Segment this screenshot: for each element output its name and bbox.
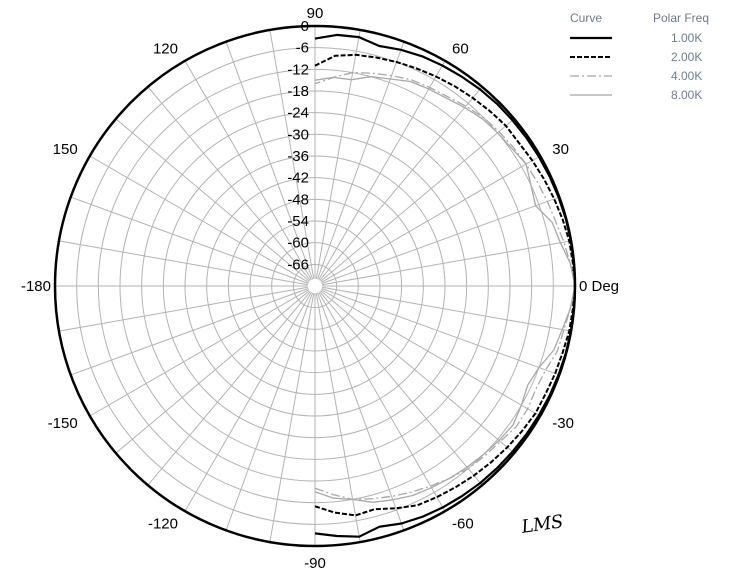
angle-tick-label: -150 — [48, 415, 78, 432]
radial-tick-label: -30 — [287, 126, 309, 143]
grid-spoke — [315, 29, 361, 279]
angle-tick-label: 90 — [307, 5, 324, 22]
lms-logo-text: LMS — [519, 511, 565, 538]
grid-spoke — [317, 41, 405, 280]
angle-tick-label: -90 — [304, 555, 326, 572]
grid-spoke — [318, 60, 446, 280]
grid-spoke — [319, 86, 483, 281]
grid-spoke — [70, 196, 309, 284]
grid-spoke — [322, 240, 572, 286]
outer-ring — [53, 24, 577, 548]
radial-tick-label: -24 — [287, 105, 309, 122]
grid-spoke — [58, 286, 308, 332]
legend-label: 4.00K — [671, 69, 702, 83]
grid-spoke — [70, 288, 309, 376]
grid-spoke — [269, 293, 315, 543]
angle-tick-label: -120 — [148, 515, 178, 532]
radial-tick-label: -18 — [287, 83, 309, 100]
angle-tick-label: 120 — [153, 41, 178, 58]
grid-spoke — [322, 286, 572, 332]
angle-tick-label: 150 — [53, 141, 78, 158]
angle-tick-label: 0 Deg — [579, 278, 619, 295]
grid-spoke — [147, 291, 311, 486]
grid-spoke — [58, 240, 308, 286]
radial-tick-label: -60 — [287, 235, 309, 252]
grid-spoke — [269, 29, 315, 279]
grid-spoke — [321, 289, 541, 417]
radial-tick-label: -54 — [287, 213, 309, 230]
grid-spoke — [89, 289, 309, 417]
grid-spoke — [320, 290, 515, 454]
legend-freq-header: Polar Freq — [653, 11, 709, 25]
angle-tick-label: -30 — [552, 415, 574, 432]
angle-tick-label: 60 — [452, 41, 469, 58]
legend-curve-header: Curve — [570, 11, 602, 25]
radial-tick-label: -6 — [296, 40, 309, 57]
lms-logo: LMS — [519, 511, 565, 538]
angle-tick-label: 30 — [552, 141, 569, 158]
legend-label: 2.00K — [671, 50, 702, 64]
radial-tick-label: -48 — [287, 191, 309, 208]
grid-spoke — [317, 292, 405, 531]
tick-labels: 0 -6 -12 -18 -24 -30 -36 -42 -48 -54 -60 -66 0 Deg 30… — [21, 5, 619, 572]
legend-label: 1.00K — [671, 31, 702, 45]
grid-spoke — [315, 293, 361, 543]
grid-spoke — [321, 155, 541, 283]
grid-spoke — [225, 41, 313, 280]
grid-spoke — [318, 292, 446, 512]
radial-tick-label: -36 — [287, 148, 309, 165]
legend-label: 8.00K — [671, 88, 702, 102]
angle-tick-label: -180 — [21, 278, 51, 295]
angle-tick-label: -60 — [452, 515, 474, 532]
grid-spoke — [319, 291, 483, 486]
grid-spoke — [225, 292, 313, 531]
grid-spoke — [115, 290, 310, 454]
radial-tick-label: 0 — [301, 18, 309, 35]
grid-spoke — [184, 60, 312, 280]
grid-spoke — [321, 288, 560, 376]
legend: Curve Polar Freq 1.00K 2.00K 4.00K 8.00K — [570, 11, 709, 102]
grid-spoke — [321, 196, 560, 284]
grid-spoke — [147, 86, 311, 281]
grid-spoke — [320, 118, 515, 282]
radial-tick-label: -12 — [287, 61, 309, 78]
series-2-00K-line — [314, 53, 576, 517]
radial-tick-label: -42 — [287, 170, 309, 187]
grid-spoke — [115, 118, 310, 282]
grid-spoke — [184, 292, 312, 512]
grid-spoke — [89, 155, 309, 283]
radial-tick-label: -66 — [287, 256, 309, 273]
polar-grid — [55, 26, 575, 546]
